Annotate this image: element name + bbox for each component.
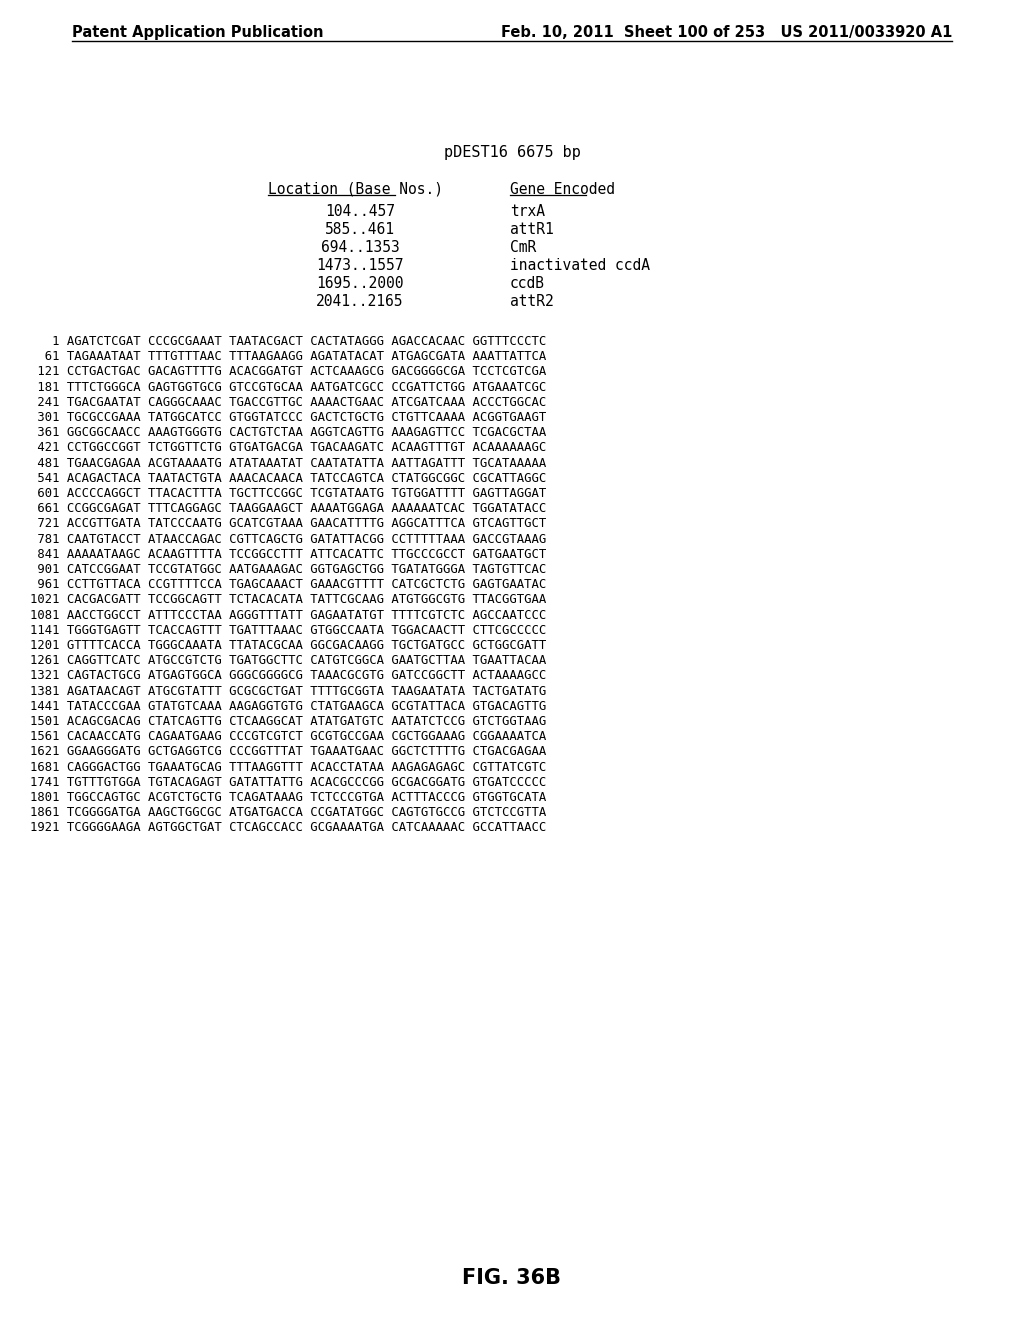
Text: 694..1353: 694..1353: [321, 240, 399, 255]
Text: 541 ACAGACTACA TAATACTGTA AAACACAACA TATCCAGTCA CTATGGCGGC CGCATTAGGC: 541 ACAGACTACA TAATACTGTA AAACACAACA TAT…: [30, 471, 546, 484]
Text: 1801 TGGCCAGTGC ACGTCTGCTG TCAGATAAAG TCTCCCGTGA ACTTTACCCG GTGGTGCATA: 1801 TGGCCAGTGC ACGTCTGCTG TCAGATAAAG TC…: [30, 791, 546, 804]
Text: 901 CATCCGGAAT TCCGTATGGC AATGAAAGAC GGTGAGCTGG TGATATGGGA TAGTGTTCAC: 901 CATCCGGAAT TCCGTATGGC AATGAAAGAC GGT…: [30, 564, 546, 576]
Text: 781 CAATGTACCT ATAACCAGAC CGTTCAGCTG GATATTACGG CCTTTTTAAA GACCGTAAAG: 781 CAATGTACCT ATAACCAGAC CGTTCAGCTG GAT…: [30, 532, 546, 545]
Text: 1081 AACCTGGCCT ATTTCCCTAA AGGGTTTATT GAGAATATGT TTTTCGTCTC AGCCAATCCC: 1081 AACCTGGCCT ATTTCCCTAA AGGGTTTATT GA…: [30, 609, 546, 622]
Text: 1321 CAGTACTGCG ATGAGTGGCA GGGCGGGGCG TAAACGCGTG GATCCGGCTT ACTAAAAGCC: 1321 CAGTACTGCG ATGAGTGGCA GGGCGGGGCG TA…: [30, 669, 546, 682]
Text: 1261 CAGGTTCATC ATGCCGTCTG TGATGGCTTC CATGTCGGCA GAATGCTTAA TGAATTACAA: 1261 CAGGTTCATC ATGCCGTCTG TGATGGCTTC CA…: [30, 655, 546, 667]
Text: Gene Encoded: Gene Encoded: [510, 182, 615, 197]
Text: Feb. 10, 2011  Sheet 100 of 253   US 2011/0033920 A1: Feb. 10, 2011 Sheet 100 of 253 US 2011/0…: [501, 25, 952, 40]
Text: attR1: attR1: [510, 222, 554, 238]
Text: ccdB: ccdB: [510, 276, 545, 290]
Text: inactivated ccdA: inactivated ccdA: [510, 257, 650, 273]
Text: Location (Base Nos.): Location (Base Nos.): [268, 182, 443, 197]
Text: 601 ACCCCAGGCT TTACACTTTA TGCTTCCGGC TCGTATAATG TGTGGATTTT GAGTTAGGAT: 601 ACCCCAGGCT TTACACTTTA TGCTTCCGGC TCG…: [30, 487, 546, 500]
Text: 104..457: 104..457: [325, 205, 395, 219]
Text: 1695..2000: 1695..2000: [316, 276, 403, 290]
Text: 181 TTTCTGGGCA GAGTGGTGCG GTCCGTGCAA AATGATCGCC CCGATTCTGG ATGAAATCGC: 181 TTTCTGGGCA GAGTGGTGCG GTCCGTGCAA AAT…: [30, 380, 546, 393]
Text: 1621 GGAAGGGATG GCTGAGGTCG CCCGGTTTAT TGAAATGAAC GGCTCTTTTG CTGACGAGAA: 1621 GGAAGGGATG GCTGAGGTCG CCCGGTTTAT TG…: [30, 746, 546, 759]
Text: 585..461: 585..461: [325, 222, 395, 238]
Text: 1561 CACAACCATG CAGAATGAAG CCCGTCGTCT GCGTGCCGAA CGCTGGAAAG CGGAAAATCA: 1561 CACAACCATG CAGAATGAAG CCCGTCGTCT GC…: [30, 730, 546, 743]
Text: 481 TGAACGAGAA ACGTAAAATG ATATAAATAT CAATATATTA AATTAGATTT TGCATAAAAA: 481 TGAACGAGAA ACGTAAAATG ATATAAATAT CAA…: [30, 457, 546, 470]
Text: 2041..2165: 2041..2165: [316, 294, 403, 309]
Text: 1201 GTTTTCACCA TGGGCAAATA TTATACGCAA GGCGACAAGG TGCTGATGCC GCTGGCGATT: 1201 GTTTTCACCA TGGGCAAATA TTATACGCAA GG…: [30, 639, 546, 652]
Text: attR2: attR2: [510, 294, 554, 309]
Text: 721 ACCGTTGATA TATCCCAATG GCATCGTAAA GAACATTTTG AGGCATTTCA GTCAGTTGCT: 721 ACCGTTGATA TATCCCAATG GCATCGTAAA GAA…: [30, 517, 546, 531]
Text: 421 CCTGGCCGGT TCTGGTTCTG GTGATGACGA TGACAAGATC ACAAGTTTGT ACAAAAAAGC: 421 CCTGGCCGGT TCTGGTTCTG GTGATGACGA TGA…: [30, 441, 546, 454]
Text: 1381 AGATAACAGT ATGCGTATTT GCGCGCTGAT TTTTGCGGTA TAAGAATATA TACTGATATG: 1381 AGATAACAGT ATGCGTATTT GCGCGCTGAT TT…: [30, 685, 546, 697]
Text: 1741 TGTTTGTGGA TGTACAGAGT GATATTATTG ACACGCCCGG GCGACGGATG GTGATCCCCC: 1741 TGTTTGTGGA TGTACAGAGT GATATTATTG AC…: [30, 776, 546, 789]
Text: Patent Application Publication: Patent Application Publication: [72, 25, 324, 40]
Text: 1861 TCGGGGATGA AAGCTGGCGC ATGATGACCA CCGATATGGC CAGTGTGCCG GTCTCCGTTA: 1861 TCGGGGATGA AAGCTGGCGC ATGATGACCA CC…: [30, 807, 546, 820]
Text: 841 AAAAATAAGC ACAAGTTTTA TCCGGCCTTT ATTCACATTC TTGCCCGCCT GATGAATGCT: 841 AAAAATAAGC ACAAGTTTTA TCCGGCCTTT ATT…: [30, 548, 546, 561]
Text: CmR: CmR: [510, 240, 537, 255]
Text: 121 CCTGACTGAC GACAGTTTTG ACACGGATGT ACTCAAAGCG GACGGGGCGA TCCTCGTCGA: 121 CCTGACTGAC GACAGTTTTG ACACGGATGT ACT…: [30, 366, 546, 379]
Text: 1021 CACGACGATT TCCGGCAGTT TCTACACATA TATTCGCAAG ATGTGGCGTG TTACGGTGAA: 1021 CACGACGATT TCCGGCAGTT TCTACACATA TA…: [30, 594, 546, 606]
Text: 1 AGATCTCGAT CCCGCGAAAT TAATACGACT CACTATAGGG AGACCACAAC GGTTTCCCTC: 1 AGATCTCGAT CCCGCGAAAT TAATACGACT CACTA…: [30, 335, 546, 348]
Text: 1681 CAGGGACTGG TGAAATGCAG TTTAAGGTTT ACACCTATAA AAGAGAGAGC CGTTATCGTC: 1681 CAGGGACTGG TGAAATGCAG TTTAAGGTTT AC…: [30, 760, 546, 774]
Text: 961 CCTTGTTACA CCGTTTTCCA TGAGCAAACT GAAACGTTTT CATCGCTCTG GAGTGAATAC: 961 CCTTGTTACA CCGTTTTCCA TGAGCAAACT GAA…: [30, 578, 546, 591]
Text: 1473..1557: 1473..1557: [316, 257, 403, 273]
Text: 661 CCGGCGAGAT TTTCAGGAGC TAAGGAAGCT AAAATGGAGA AAAAAATCAC TGGATATACC: 661 CCGGCGAGAT TTTCAGGAGC TAAGGAAGCT AAA…: [30, 502, 546, 515]
Text: 1441 TATACCCGAA GTATGTCAAA AAGAGGTGTG CTATGAAGCA GCGTATTACA GTGACAGTTG: 1441 TATACCCGAA GTATGTCAAA AAGAGGTGTG CT…: [30, 700, 546, 713]
Text: pDEST16 6675 bp: pDEST16 6675 bp: [443, 145, 581, 160]
Text: trxA: trxA: [510, 205, 545, 219]
Text: FIG. 36B: FIG. 36B: [463, 1269, 561, 1288]
Text: 301 TGCGCCGAAA TATGGCATCC GTGGTATCCC GACTCTGCTG CTGTTCAAAA ACGGTGAAGT: 301 TGCGCCGAAA TATGGCATCC GTGGTATCCC GAC…: [30, 411, 546, 424]
Text: 361 GGCGGCAACC AAAGTGGGTG CACTGTCTAA AGGTCAGTTG AAAGAGTTCC TCGACGCTAA: 361 GGCGGCAACC AAAGTGGGTG CACTGTCTAA AGG…: [30, 426, 546, 440]
Text: 1501 ACAGCGACAG CTATCAGTTG CTCAAGGCAT ATATGATGTC AATATCTCCG GTCTGGTAAG: 1501 ACAGCGACAG CTATCAGTTG CTCAAGGCAT AT…: [30, 715, 546, 729]
Text: 61 TAGAAATAAT TTTGTTTAAC TTTAAGAAGG AGATATACAT ATGAGCGATA AAATTATTCA: 61 TAGAAATAAT TTTGTTTAAC TTTAAGAAGG AGAT…: [30, 350, 546, 363]
Text: 241 TGACGAATAT CAGGGCAAAC TGACCGTTGC AAAACTGAAC ATCGATCAAA ACCCTGGCAC: 241 TGACGAATAT CAGGGCAAAC TGACCGTTGC AAA…: [30, 396, 546, 409]
Text: 1141 TGGGTGAGTT TCACCAGTTT TGATTTAAAC GTGGCCAATA TGGACAACTT CTTCGCCCCC: 1141 TGGGTGAGTT TCACCAGTTT TGATTTAAAC GT…: [30, 624, 546, 636]
Text: 1921 TCGGGGAAGA AGTGGCTGAT CTCAGCCACC GCGAAAATGA CATCAAAAAC GCCATTAACC: 1921 TCGGGGAAGA AGTGGCTGAT CTCAGCCACC GC…: [30, 821, 546, 834]
